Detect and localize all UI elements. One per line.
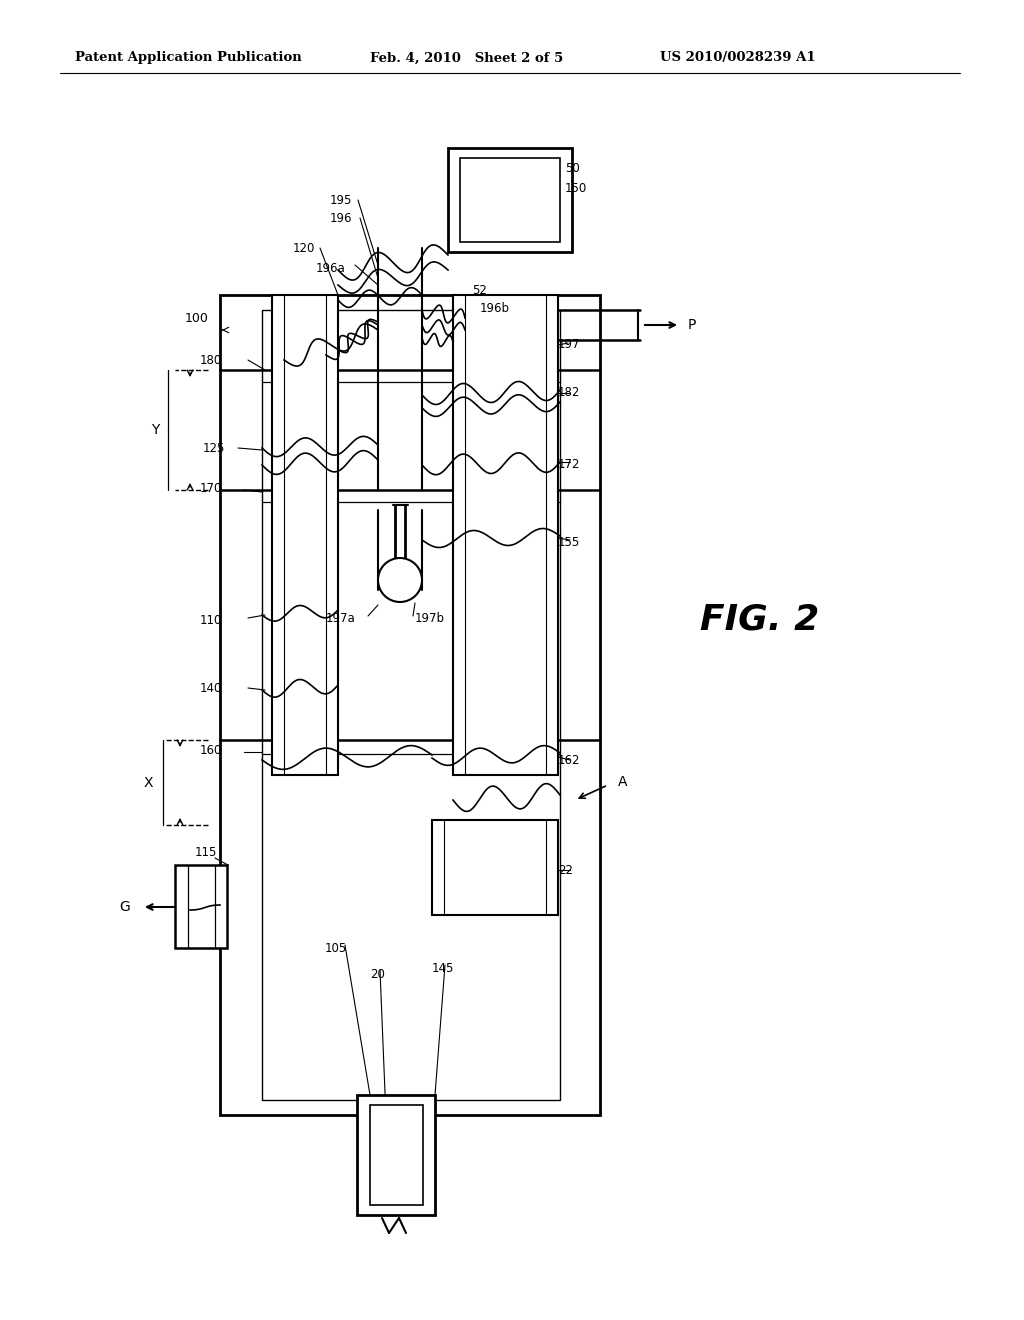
Text: 196b: 196b bbox=[480, 301, 510, 314]
Text: 155: 155 bbox=[558, 536, 581, 549]
Polygon shape bbox=[432, 820, 558, 915]
Text: 196a: 196a bbox=[315, 261, 345, 275]
Text: 197a: 197a bbox=[326, 611, 355, 624]
Text: 197: 197 bbox=[558, 338, 581, 351]
Text: FIG. 2: FIG. 2 bbox=[700, 603, 819, 638]
Text: 162: 162 bbox=[558, 754, 581, 767]
Text: 20: 20 bbox=[370, 969, 385, 982]
Text: 22: 22 bbox=[558, 863, 573, 876]
Text: X: X bbox=[143, 776, 153, 789]
Text: US 2010/0028239 A1: US 2010/0028239 A1 bbox=[660, 51, 816, 65]
Polygon shape bbox=[453, 294, 558, 775]
Polygon shape bbox=[449, 148, 572, 252]
Polygon shape bbox=[220, 294, 600, 1115]
Text: 150: 150 bbox=[565, 181, 587, 194]
Text: 100: 100 bbox=[185, 312, 209, 325]
Polygon shape bbox=[175, 865, 227, 948]
Text: G: G bbox=[119, 900, 130, 913]
Text: 115: 115 bbox=[195, 846, 217, 859]
Text: 50: 50 bbox=[565, 161, 580, 174]
Text: Y: Y bbox=[151, 422, 159, 437]
Text: 120: 120 bbox=[293, 242, 315, 255]
Polygon shape bbox=[272, 294, 338, 775]
Text: 110: 110 bbox=[200, 614, 222, 627]
Text: 145: 145 bbox=[432, 961, 455, 974]
Text: 197b: 197b bbox=[415, 611, 445, 624]
Text: 195: 195 bbox=[330, 194, 352, 206]
Text: 140: 140 bbox=[200, 681, 222, 694]
Text: A: A bbox=[618, 775, 628, 789]
Polygon shape bbox=[357, 1096, 435, 1214]
Text: 170: 170 bbox=[200, 482, 222, 495]
Text: Patent Application Publication: Patent Application Publication bbox=[75, 51, 302, 65]
Text: 180: 180 bbox=[200, 354, 222, 367]
Text: 125: 125 bbox=[203, 441, 225, 454]
Text: 105: 105 bbox=[325, 941, 347, 954]
Text: 52: 52 bbox=[472, 284, 486, 297]
Circle shape bbox=[378, 558, 422, 602]
Text: 160: 160 bbox=[200, 743, 222, 756]
Text: 172: 172 bbox=[558, 458, 581, 471]
Text: P: P bbox=[688, 318, 696, 333]
Text: 182: 182 bbox=[558, 387, 581, 400]
Text: 196: 196 bbox=[330, 211, 352, 224]
Text: Feb. 4, 2010   Sheet 2 of 5: Feb. 4, 2010 Sheet 2 of 5 bbox=[370, 51, 563, 65]
